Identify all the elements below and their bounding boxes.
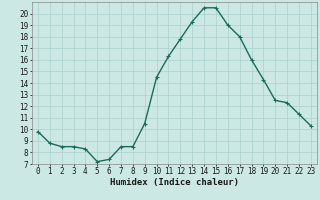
X-axis label: Humidex (Indice chaleur): Humidex (Indice chaleur)	[110, 178, 239, 187]
